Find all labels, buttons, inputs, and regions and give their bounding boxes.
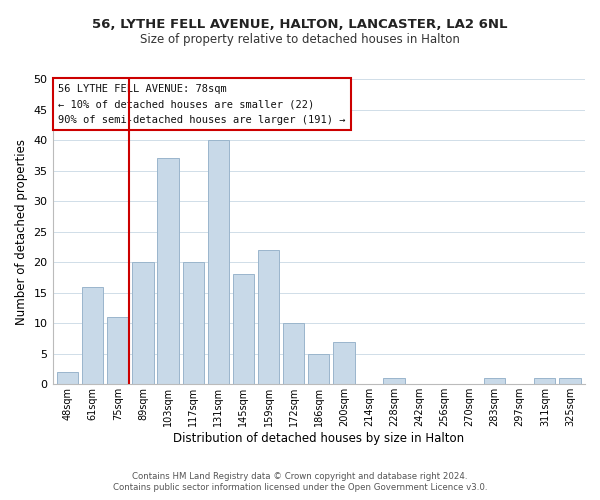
Bar (107, 317, 128, 384)
Bar (308, 354, 329, 384)
Bar (283, 323, 304, 384)
Bar (57, 372, 78, 384)
Bar (132, 262, 154, 384)
Bar (82, 286, 103, 384)
Text: 56, LYTHE FELL AVENUE, HALTON, LANCASTER, LA2 6NL: 56, LYTHE FELL AVENUE, HALTON, LANCASTER… (92, 18, 508, 30)
Bar (182, 262, 204, 384)
Bar (258, 250, 279, 384)
Text: Size of property relative to detached houses in Halton: Size of property relative to detached ho… (140, 32, 460, 46)
Bar (233, 274, 254, 384)
Bar (157, 158, 179, 384)
Bar (484, 378, 505, 384)
Bar (383, 378, 405, 384)
Bar (333, 342, 355, 384)
Text: Contains public sector information licensed under the Open Government Licence v3: Contains public sector information licen… (113, 484, 487, 492)
Bar (559, 378, 581, 384)
Bar (208, 140, 229, 384)
Bar (534, 378, 556, 384)
X-axis label: Distribution of detached houses by size in Halton: Distribution of detached houses by size … (173, 432, 464, 445)
Text: Contains HM Land Registry data © Crown copyright and database right 2024.: Contains HM Land Registry data © Crown c… (132, 472, 468, 481)
Text: 56 LYTHE FELL AVENUE: 78sqm
← 10% of detached houses are smaller (22)
90% of sem: 56 LYTHE FELL AVENUE: 78sqm ← 10% of det… (58, 84, 346, 125)
Y-axis label: Number of detached properties: Number of detached properties (15, 138, 28, 324)
